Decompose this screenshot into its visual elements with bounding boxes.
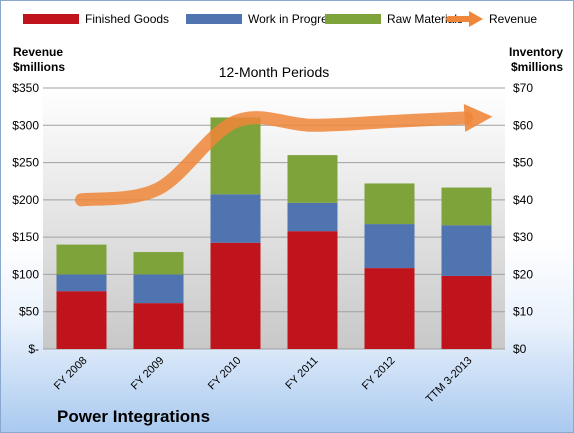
bar-finished-goods [56, 291, 107, 349]
x-tick-label: FY 2008 [52, 355, 90, 393]
bar-finished-goods [133, 303, 184, 349]
left-tick-label: $250 [12, 156, 39, 170]
x-tick-label: FY 2012 [360, 355, 398, 393]
x-tick-label: TTM 3-2013 [424, 355, 475, 406]
plot-area [43, 88, 505, 349]
bar-work-in-progress [441, 225, 492, 276]
left-tick-label: $300 [12, 118, 39, 132]
x-axis-ticks: FY 2008 FY 2009 FY 2010 FY 2011 FY 2012 TTM 3… [52, 355, 475, 406]
bar-work-in-progress [133, 274, 184, 304]
legend-label: Finished Goods [85, 12, 169, 26]
right-axis-title-line1: Inventory [509, 45, 563, 59]
right-axis-title-line2: $millions [511, 60, 563, 74]
x-tick-label: FY 2009 [129, 355, 167, 393]
right-tick-label: $30 [513, 230, 533, 244]
bar-finished-goods [441, 275, 492, 349]
right-tick-label: $10 [513, 305, 533, 319]
legend-arrow [469, 11, 483, 27]
left-axis-title-line1: Revenue [13, 45, 63, 59]
bar-finished-goods [364, 268, 415, 349]
right-tick-label: $20 [513, 267, 533, 281]
bar-raw-materials [287, 155, 338, 203]
company-name: Power Integrations [57, 407, 210, 426]
right-axis-ticks: $0 $10 $20 $30 $40 $50 $60 $70 [513, 81, 533, 356]
right-tick-label: $40 [513, 193, 533, 207]
revenue-line [75, 111, 473, 207]
left-tick-label: $350 [12, 81, 39, 95]
legend: Finished Goods Work in Progress Raw Materi… [23, 11, 537, 27]
right-tick-label: $60 [513, 118, 533, 132]
bar-work-in-progress [56, 274, 107, 292]
left-tick-label: $150 [12, 230, 39, 244]
right-tick-label: $0 [513, 342, 527, 356]
left-axis-ticks: $- $50 $100 $150 $200 $250 $300 $350 [12, 81, 39, 356]
bar-work-in-progress [364, 224, 415, 269]
chart-subtitle: 12-Month Periods [219, 64, 330, 80]
right-tick-label: $50 [513, 156, 533, 170]
x-tick-label: FY 2010 [206, 355, 244, 393]
bar-work-in-progress [287, 202, 338, 232]
bar-raw-materials [133, 252, 184, 275]
bar-raw-materials [56, 244, 107, 275]
legend-swatch [23, 14, 79, 24]
left-tick-label: $- [28, 342, 39, 356]
left-tick-label: $100 [12, 267, 39, 281]
legend-label: Revenue [489, 12, 537, 26]
left-tick-label: $200 [12, 193, 39, 207]
bar-finished-goods [210, 242, 261, 349]
left-axis-title-line2: $millions [13, 60, 65, 74]
legend-swatch [186, 14, 242, 24]
bar-work-in-progress [210, 194, 261, 243]
left-tick-label: $50 [19, 305, 39, 319]
bar-raw-materials [441, 187, 492, 226]
legend-swatch [325, 14, 381, 24]
bar-finished-goods [287, 231, 338, 349]
bars [56, 117, 492, 349]
right-tick-label: $70 [513, 81, 533, 95]
legend-label: Work in Progress [248, 12, 340, 26]
bar-raw-materials [364, 183, 415, 225]
legend-label: Raw Materials [387, 12, 463, 26]
x-tick-label: FY 2011 [283, 355, 320, 392]
revenue-arrowhead [463, 103, 493, 132]
revenue-line-group [75, 103, 493, 207]
